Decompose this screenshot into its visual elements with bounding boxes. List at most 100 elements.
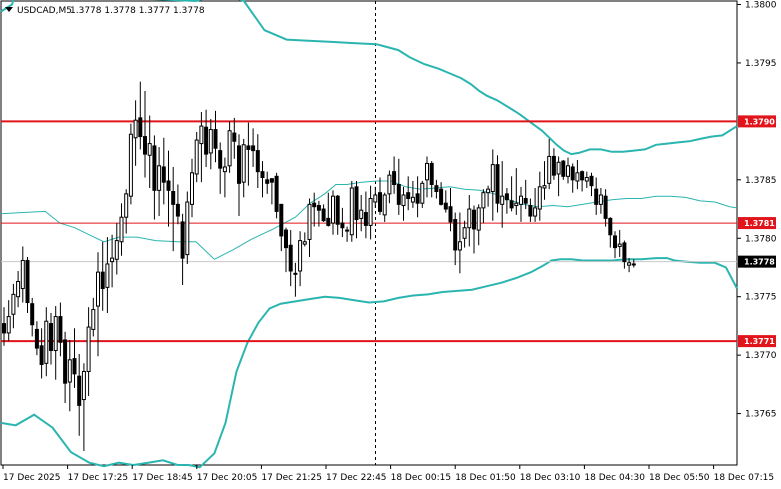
y-tick-label: 1.3780 — [745, 234, 777, 244]
candle-body — [486, 188, 491, 194]
candle-body — [260, 171, 265, 178]
candle-body — [241, 144, 246, 183]
candle-body — [537, 186, 542, 210]
x-tick-label: 17 Dec 22:45 — [326, 473, 387, 483]
candle-body — [551, 155, 556, 176]
candle-body — [570, 166, 575, 181]
candle-body — [425, 162, 429, 181]
level-price-badge-label: 1.3781 — [744, 219, 775, 228]
x-tick-label: 18 Dec 05:50 — [649, 473, 710, 483]
x-tick-label: 18 Dec 03:10 — [520, 473, 581, 483]
candle-body — [580, 171, 585, 181]
candle-body — [194, 139, 199, 175]
candle-body — [589, 175, 594, 187]
candle-body — [476, 207, 481, 231]
candle-body — [175, 203, 180, 217]
candle-body — [627, 262, 632, 266]
candle-body — [326, 217, 331, 226]
candle-body — [166, 180, 171, 191]
x-tick-label: 17 Dec 2025 — [3, 473, 61, 483]
candle-body — [349, 187, 354, 236]
candle-body — [509, 200, 514, 209]
candle-body — [415, 193, 420, 204]
candle-body — [49, 323, 53, 351]
candle-body — [86, 326, 91, 372]
candle-body — [190, 172, 194, 205]
candle-body — [584, 176, 589, 182]
candle-body — [30, 303, 35, 326]
candle-body — [490, 164, 495, 193]
candle-body — [255, 150, 260, 173]
candle-body — [321, 208, 326, 222]
candle-body — [392, 171, 397, 185]
candle-body — [124, 193, 129, 218]
candle-body — [293, 272, 298, 275]
candle-body — [302, 241, 307, 245]
candle-body — [171, 191, 176, 205]
candle-body — [279, 203, 284, 237]
candle-body — [613, 235, 617, 249]
candle-body — [316, 205, 321, 211]
x-tick-label: 17 Dec 20:05 — [197, 473, 258, 483]
bollinger-upper-band — [0, 0, 738, 156]
candle-body — [2, 323, 6, 334]
level-price-badge-label: 1.3790 — [744, 117, 775, 126]
y-tick-label: 1.3775 — [745, 293, 777, 303]
candle-body — [462, 227, 467, 239]
candle-body — [523, 198, 528, 204]
candle-body — [561, 160, 566, 177]
candle-body — [622, 242, 627, 263]
candle-body — [598, 194, 603, 205]
symbol-label: USDCAD,M5 — [17, 6, 72, 16]
y-tick-label: 1.3770 — [745, 351, 777, 361]
candle-body — [566, 165, 570, 177]
candle-body — [504, 193, 509, 201]
candle-body — [25, 259, 30, 304]
candle-body — [72, 358, 77, 375]
candle-body — [274, 175, 279, 212]
candle-body — [81, 370, 86, 401]
candle-body — [448, 206, 453, 223]
candle-body — [439, 188, 444, 205]
plot-frame — [0, 0, 738, 466]
candle-body — [63, 339, 68, 384]
dropdown-triangle-icon[interactable] — [5, 7, 13, 12]
candle-body — [363, 212, 368, 226]
candle-body — [16, 281, 21, 298]
candle-body — [199, 125, 204, 145]
candle-body — [556, 161, 561, 175]
candle-body — [11, 293, 16, 315]
candle-body — [420, 182, 425, 204]
candle-body — [67, 359, 72, 383]
candle-body — [213, 129, 218, 149]
x-tick-label: 17 Dec 21:25 — [261, 473, 322, 483]
candle-body — [185, 201, 190, 256]
candle-body — [204, 126, 209, 155]
candle-body — [312, 202, 317, 208]
candle-body — [406, 192, 411, 200]
candle-body — [232, 132, 237, 142]
candle-body — [288, 244, 293, 272]
candle-body — [472, 209, 476, 230]
candle-body — [34, 328, 39, 349]
level-price-badge — [738, 217, 776, 230]
candle-body — [208, 129, 213, 154]
y-tick-label: 1.3785 — [745, 176, 777, 186]
candle-body — [180, 221, 185, 259]
x-tick-label: 18 Dec 07:15 — [714, 473, 775, 483]
y-tick-label: 1.3765 — [745, 410, 777, 420]
candle-body — [227, 130, 232, 167]
candle-body — [133, 119, 138, 139]
candle-body — [575, 172, 580, 182]
candle-body — [58, 316, 63, 343]
candle-body — [345, 229, 350, 232]
level-price-badge — [738, 335, 776, 348]
candle-body — [218, 150, 223, 169]
candle-body — [533, 207, 538, 217]
candle-body — [401, 194, 406, 207]
candle-body — [147, 143, 152, 156]
x-tick-label: 17 Dec 18:45 — [132, 473, 193, 483]
candle-body — [631, 263, 636, 266]
